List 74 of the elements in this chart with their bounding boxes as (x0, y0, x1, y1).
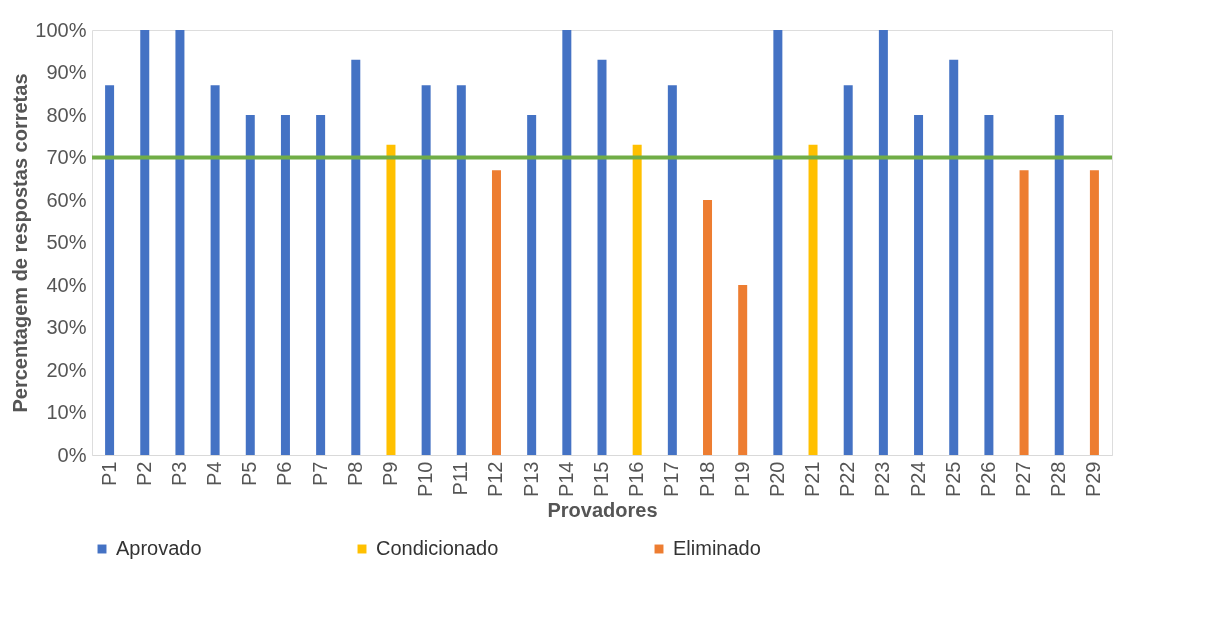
bar (210, 85, 220, 455)
legend-label: Aprovado (116, 537, 202, 559)
x-tick-label: P27 (1012, 461, 1035, 498)
x-tick-label: P15 (590, 461, 612, 498)
x-tick-label: P16 (625, 461, 648, 498)
bar (632, 144, 642, 455)
x-axis-title: Provadores (547, 499, 658, 522)
bar (456, 85, 466, 455)
x-tick-label: P19 (730, 461, 753, 498)
y-tick-label: 70% (46, 146, 87, 168)
y-tick-label: 90% (46, 61, 87, 83)
bar (386, 144, 396, 455)
x-tick-label: P7 (308, 461, 331, 486)
bar (316, 115, 326, 455)
x-tick-label: P12 (484, 461, 507, 498)
x-tick-label: P2 (132, 461, 155, 486)
legend-label: Eliminado (673, 537, 761, 559)
bar (421, 85, 431, 455)
x-tick-label: P17 (660, 461, 683, 498)
bar (597, 59, 607, 455)
bar (738, 285, 748, 455)
bar (491, 170, 501, 455)
x-tick-label: P14 (554, 461, 577, 498)
bar (914, 115, 924, 455)
x-tick-label: P28 (1047, 461, 1070, 498)
x-tick-label: P13 (519, 461, 542, 498)
x-tick-label: P8 (343, 461, 366, 486)
bar (562, 30, 572, 455)
x-tick-label: P23 (871, 461, 894, 498)
y-tick-label: 80% (46, 103, 87, 126)
bar (843, 85, 853, 455)
y-tick-label: 10% (46, 401, 87, 423)
bar (949, 59, 959, 455)
bar (351, 59, 361, 455)
x-tick-label: P11 (449, 461, 472, 496)
x-tick-label: P5 (238, 461, 261, 486)
bar (703, 200, 713, 455)
legend-label: Condicionado (376, 537, 499, 559)
y-tick-label: 30% (46, 316, 87, 338)
y-tick-label: 0% (57, 443, 87, 466)
bar (527, 115, 537, 455)
y-tick-label: 100% (35, 18, 87, 41)
bar (984, 115, 994, 455)
bar (175, 30, 185, 455)
x-tick-label: P3 (167, 461, 190, 486)
y-axis-title: Percentagem de respostas corretas (9, 73, 32, 413)
bar (1019, 170, 1029, 455)
x-tick-label: P4 (203, 461, 226, 486)
x-tick-label: P9 (378, 461, 401, 486)
x-tick-label: P18 (695, 461, 718, 498)
bar (1054, 115, 1064, 455)
x-tick-label: P20 (765, 461, 788, 498)
bar (808, 144, 818, 455)
bar (245, 115, 255, 455)
x-tick-label: P22 (836, 461, 859, 498)
bar (140, 30, 150, 455)
x-tick-label: P24 (906, 461, 929, 498)
x-tick-label: P21 (801, 461, 824, 498)
x-tick-label: P6 (273, 461, 296, 486)
y-tick-label: 20% (46, 358, 87, 381)
bar (1089, 170, 1099, 455)
x-tick-label: P29 (1082, 461, 1105, 498)
x-tick-label: P1 (97, 461, 120, 486)
bar (280, 115, 290, 455)
bar (773, 30, 783, 455)
bar (667, 85, 677, 455)
bar (105, 85, 115, 455)
y-tick-label: 60% (46, 188, 87, 211)
y-tick-label: 40% (46, 273, 87, 296)
x-tick-label: P26 (976, 461, 999, 498)
y-tick-label: 50% (46, 231, 87, 253)
x-tick-label: P10 (414, 461, 437, 498)
bar (878, 30, 888, 455)
x-tick-label: P25 (941, 461, 964, 498)
